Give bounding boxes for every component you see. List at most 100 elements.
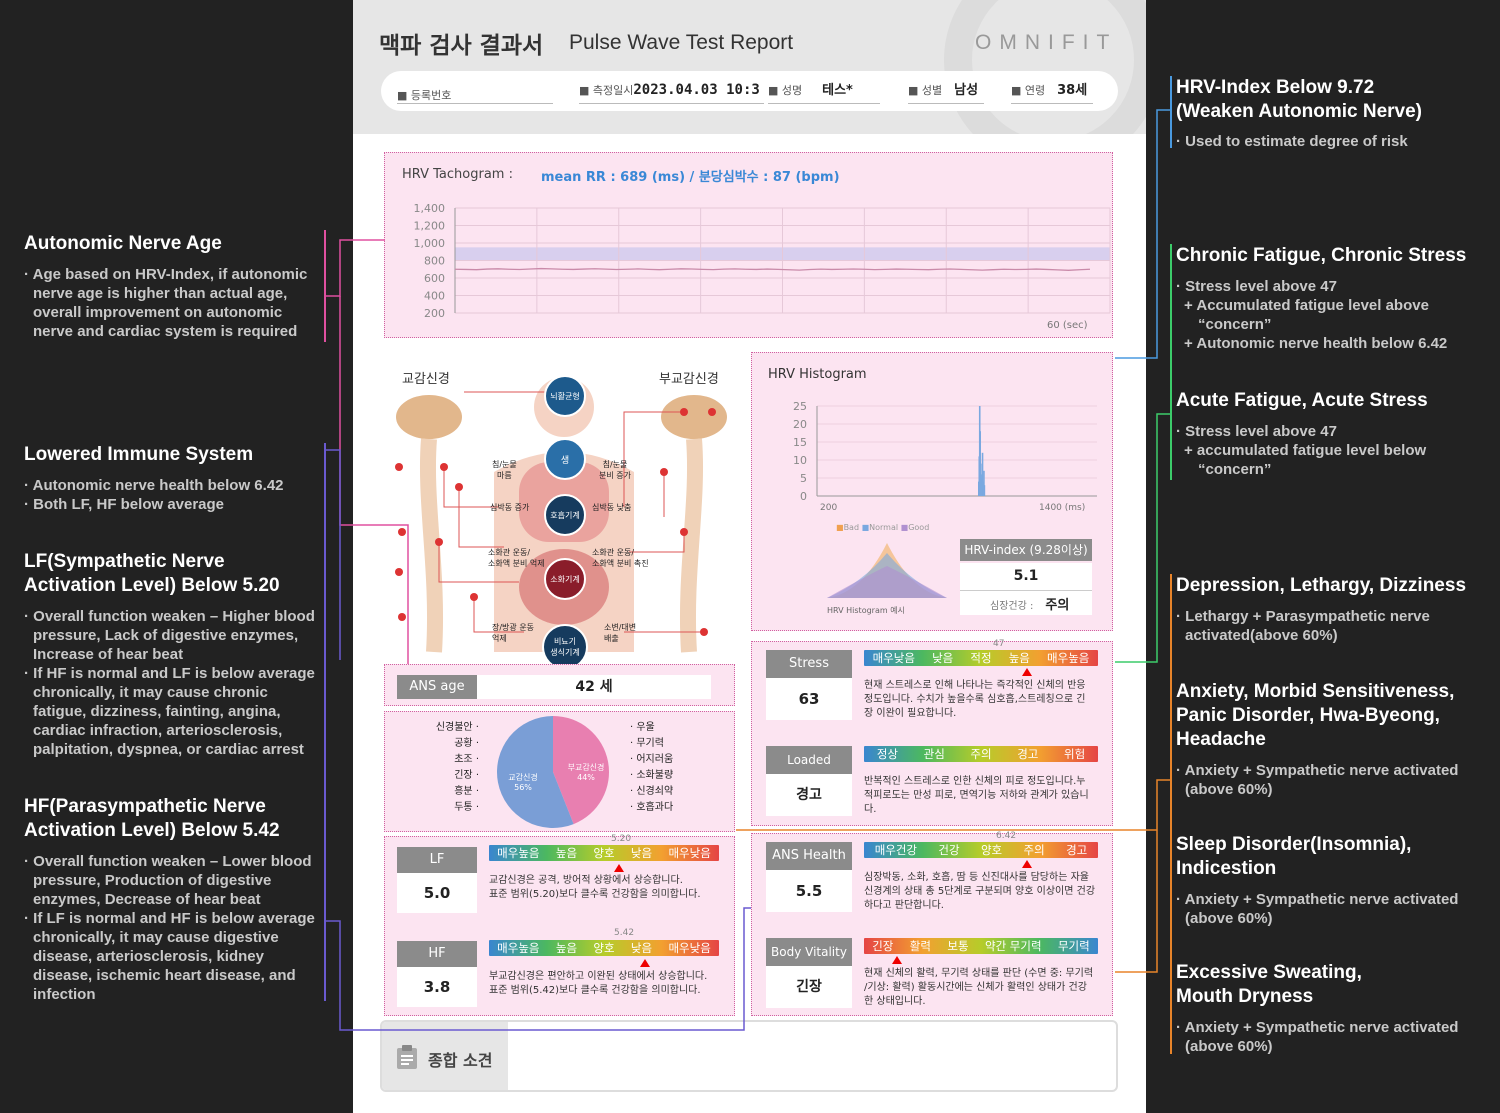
ans-health-value: 5.5 bbox=[766, 870, 852, 912]
pie-para-text: 부교감신경 44% bbox=[567, 763, 605, 782]
histogram-example-curve bbox=[827, 543, 947, 598]
body-illustration bbox=[395, 377, 727, 653]
note-title: Acute Fatigue, Acute Stress bbox=[1176, 390, 1428, 411]
note-lowered-immune: Lowered Immune System · Autonomic nerve … bbox=[24, 443, 324, 514]
note-body: · Anxiety + Sympathetic nerve activated … bbox=[1176, 1019, 1459, 1055]
watermark-icon bbox=[944, 0, 1146, 134]
report-header: 맥파 검사 결과서 Pulse Wave Test Report OMNIFIT… bbox=[353, 0, 1146, 134]
note-body: · Anxiety + Sympathetic nerve activated … bbox=[1176, 762, 1459, 798]
note-depression: Depression, Lethargy, Dizziness · Lethar… bbox=[1176, 574, 1496, 645]
note-acute-fatigue: Acute Fatigue, Acute Stress · Stress lev… bbox=[1176, 389, 1496, 479]
field-sex: ■ 성별 남성 bbox=[908, 79, 984, 104]
rr-series-line bbox=[454, 267, 1091, 271]
note-autonomic-nerve-age: Autonomic Nerve Age · Age based on HRV-I… bbox=[24, 232, 324, 341]
y-tick-label: 1,000 bbox=[414, 237, 446, 250]
ans-health-description: 심장박동, 소화, 호흡, 땀 등 신진대사를 담당하는 자율 신경계의 상태 … bbox=[864, 872, 1096, 911]
stress-fatigue-panel: Stress 63 47 매우낮음 낮음 적정 높음 매우높음 현재 스트레스로 인해 … bbox=[751, 639, 1113, 826]
effect-left-3: 소화관 운동/ 소화액 분비 억제 bbox=[488, 548, 545, 568]
pie-slice-sympathetic bbox=[497, 716, 574, 828]
organ-gland: 생 bbox=[544, 438, 586, 480]
note-hrv-index: HRV-Index Below 9.72 (Weaken Autonomic Ne… bbox=[1176, 76, 1496, 151]
y-tick-label: 1,400 bbox=[414, 202, 446, 215]
vitality-marker-icon bbox=[892, 956, 902, 964]
connector-bar bbox=[1170, 76, 1172, 148]
note-body: · Stress level above 47 + Accumulated fa… bbox=[1176, 278, 1448, 352]
note-hf-below: HF(Parasympathetic Nerve Activation Level… bbox=[24, 795, 324, 1004]
field-name: ■ 성명 테스* bbox=[768, 79, 880, 104]
ans-age-label: ANS age bbox=[397, 675, 477, 699]
connector-bar bbox=[324, 443, 326, 1001]
summary-title: 종합 소견 bbox=[428, 1051, 493, 1070]
lf-value: 5.0 bbox=[397, 873, 477, 913]
stress-mark: 47 bbox=[993, 639, 1005, 649]
vitality-value: 긴장 bbox=[766, 966, 852, 1008]
y-tick-label: 600 bbox=[424, 272, 445, 285]
note-sweating: Excessive Sweating, Mouth Dryness · Anxie… bbox=[1176, 961, 1496, 1056]
histogram-xmax: 1400 (ms) bbox=[1039, 503, 1086, 513]
y-tick-label: 800 bbox=[424, 255, 445, 268]
body-diagram: 교감신경 부교감신경 뇌활균형 생 호흡기계 소화기계 비뇨기 생식기계 침/눈… bbox=[384, 352, 744, 670]
hrv-index-value: 5.1 bbox=[960, 563, 1092, 590]
note-body: · Used to estimate degree of risk bbox=[1176, 133, 1408, 150]
stress-marker-icon bbox=[1022, 668, 1032, 676]
note-body: · Autonomic nerve health below 6.42 · Bot… bbox=[24, 477, 284, 513]
ans-age-panel: ANS age 42 세 bbox=[384, 664, 735, 706]
y-tick-label: 20 bbox=[793, 418, 807, 431]
y-tick-label: 25 bbox=[793, 400, 807, 413]
organ-brain: 뇌활균형 bbox=[544, 375, 586, 417]
heart-health: 심장건강 : 주의 bbox=[960, 590, 1092, 615]
hf-scale: 매우높음 높음 양호 낮음 매우낮음 bbox=[489, 940, 719, 956]
vitality-label: Body Vitality bbox=[766, 938, 852, 966]
ans-age-value: 42 세 bbox=[477, 675, 711, 699]
y-tick-label: 1,200 bbox=[414, 220, 446, 233]
fatigue-scale: 정상 관심 주의 경고 위험 bbox=[864, 746, 1098, 762]
ans-health-marker-icon bbox=[1022, 860, 1032, 868]
field-age: ■ 연령 38세 bbox=[1011, 79, 1093, 104]
note-chronic-fatigue: Chronic Fatigue, Chronic Stress · Stress… bbox=[1176, 244, 1496, 353]
y-tick-label: 15 bbox=[793, 436, 807, 449]
histogram-bar bbox=[983, 485, 986, 496]
y-tick-label: 0 bbox=[800, 490, 807, 503]
histogram-example-label: HRV Histogram 예시 bbox=[827, 606, 905, 615]
report-page: 맥파 검사 결과서 Pulse Wave Test Report OMNIFIT… bbox=[353, 0, 1146, 1113]
effect-left-4: 장/방광 운동 억제 bbox=[492, 623, 535, 643]
pie-panel: 신경불안 · 공황 · 초조 · 긴장 · 흥분 · 두통 · 교감신경 56% 부교감신경… bbox=[384, 711, 735, 832]
note-body: · Anxiety + Sympathetic nerve activated … bbox=[1176, 891, 1459, 927]
histogram-title: HRV Histogram bbox=[768, 367, 867, 382]
organ-urogenital: 비뇨기 생식기계 bbox=[542, 624, 588, 670]
parasympathetic-label: 부교감신경 bbox=[659, 372, 719, 387]
lf-description: 교감신경은 공격, 방어적 상황에서 상승합니다. 표준 범위(5.20)보다 … bbox=[489, 875, 701, 900]
tachogram-xlabel: 60 (sec) bbox=[1047, 320, 1088, 331]
effect-right-2: 심박동 낮춤 bbox=[592, 503, 632, 512]
effect-left-1: 침/눈물 마름 bbox=[492, 460, 517, 480]
note-body: · Lethargy + Parasympathetic nerve activ… bbox=[1176, 608, 1430, 644]
y-tick-label: 400 bbox=[424, 290, 445, 303]
note-title: Depression, Lethargy, Dizziness bbox=[1176, 575, 1467, 596]
histogram-bar bbox=[983, 470, 985, 496]
pie-sym-text: 교감신경 56% bbox=[508, 773, 538, 792]
parasympathetic-symptoms: · 우울 · 무기력 · 어지러움 · 소화불량 · 신경쇠약 · 호흡과다 bbox=[630, 722, 674, 813]
histogram-panel: HRV Histogram 25 20 15 10 5 0 200 1400 (ms) ■… bbox=[751, 352, 1113, 631]
tachogram-title: HRV Tachogram : bbox=[402, 167, 513, 182]
note-title: HF(Parasympathetic Nerve Activation Level… bbox=[24, 796, 280, 841]
fatigue-value: 경고 bbox=[766, 774, 852, 816]
note-title: Excessive Sweating, Mouth Dryness bbox=[1176, 962, 1362, 1007]
sympathetic-symptoms: 신경불안 · 공황 · 초조 · 긴장 · 흥분 · 두통 · bbox=[435, 722, 479, 813]
note-sleep-disorder: Sleep Disorder(Insomnia), Indicestion · A… bbox=[1176, 833, 1496, 928]
ans-health-scale: 매우건강 건강 양호 주의 경고 bbox=[864, 842, 1098, 858]
effect-right-4: 소변/대변 배출 bbox=[604, 623, 637, 643]
hf-label: HF bbox=[397, 941, 477, 967]
y-tick-label: 10 bbox=[793, 454, 807, 467]
connector-bar bbox=[1170, 574, 1172, 1054]
histogram-xmin: 200 bbox=[820, 503, 838, 513]
fatigue-description: 반복적인 스트레스로 인한 신체의 피로 정도입니다.누 적피로도는 만성 피로… bbox=[864, 776, 1089, 815]
hf-marker-icon bbox=[640, 959, 650, 967]
clipboard-icon bbox=[397, 1045, 417, 1069]
note-body: · Age based on HRV-Index, if autonomic n… bbox=[24, 266, 308, 340]
summary-header: 종합 소견 bbox=[382, 1022, 508, 1090]
note-anxiety: Anxiety, Morbid Sensitiveness, Panic Diso… bbox=[1176, 680, 1496, 799]
connector-bar bbox=[324, 230, 326, 342]
info-bar: ■ 등록번호 ■ 측정일시2023.04.03 10:3 ■ 성명 테스* ■ 성… bbox=[381, 71, 1118, 111]
hrv-index-label: HRV-index (9.28이상) bbox=[960, 539, 1092, 561]
brand-logo: OMNIFIT bbox=[975, 31, 1118, 54]
